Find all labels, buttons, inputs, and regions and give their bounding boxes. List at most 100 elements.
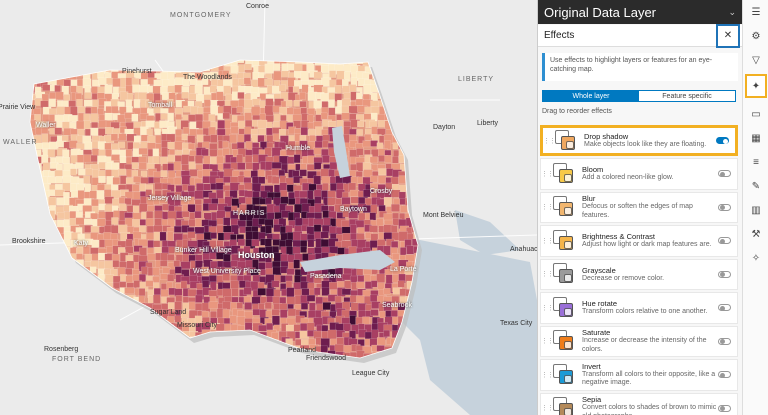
tract-polygon[interactable] — [377, 58, 388, 67]
tract-polygon[interactable] — [103, 57, 113, 66]
tract-polygon[interactable] — [119, 281, 127, 289]
tract-polygon[interactable] — [384, 359, 392, 365]
tract-polygon[interactable] — [202, 280, 210, 288]
tract-polygon[interactable] — [54, 274, 64, 283]
tract-polygon[interactable] — [167, 254, 175, 261]
tract-polygon[interactable] — [399, 121, 407, 131]
tract-polygon[interactable] — [105, 303, 116, 314]
tract-polygon[interactable] — [362, 316, 370, 325]
tract-polygon[interactable] — [238, 338, 249, 346]
tract-polygon[interactable] — [76, 322, 84, 332]
effect-toggle[interactable] — [718, 170, 731, 178]
tract-polygon[interactable] — [376, 63, 385, 73]
tract-polygon[interactable] — [28, 344, 36, 354]
tract-polygon[interactable] — [224, 338, 232, 348]
tract-polygon[interactable] — [104, 189, 112, 198]
tract-polygon[interactable] — [55, 302, 65, 309]
tract-polygon[interactable] — [99, 310, 106, 318]
tract-polygon[interactable] — [132, 325, 142, 335]
tract-polygon[interactable] — [54, 189, 65, 197]
tract-polygon[interactable] — [355, 316, 364, 325]
tract-polygon[interactable] — [146, 318, 157, 326]
tract-polygon[interactable] — [300, 246, 307, 253]
tract-polygon[interactable] — [27, 295, 35, 302]
tract-polygon[interactable] — [125, 246, 134, 254]
tract-polygon[interactable] — [216, 352, 225, 360]
tract-polygon[interactable] — [390, 59, 401, 66]
tract-polygon[interactable] — [76, 337, 85, 344]
tract-polygon[interactable] — [125, 149, 133, 158]
tract-polygon[interactable] — [49, 239, 56, 249]
tract-polygon[interactable] — [419, 93, 426, 103]
tract-polygon[interactable] — [49, 323, 58, 334]
tract-polygon[interactable] — [414, 98, 421, 107]
tract-polygon[interactable] — [355, 98, 365, 106]
tract-polygon[interactable] — [167, 170, 176, 180]
tract-polygon[interactable] — [50, 64, 58, 71]
tract-polygon[interactable] — [397, 280, 405, 288]
drag-handle-icon[interactable]: ⋮⋮ — [541, 271, 554, 279]
tract-polygon[interactable] — [120, 175, 127, 185]
tract-polygon[interactable] — [104, 260, 114, 270]
tract-polygon[interactable] — [117, 338, 126, 346]
tract-polygon[interactable] — [280, 309, 288, 319]
tract-polygon[interactable] — [90, 127, 99, 136]
charts-icon[interactable]: ▥ — [751, 204, 761, 216]
tract-polygon[interactable] — [76, 143, 86, 150]
tract-polygon[interactable] — [77, 288, 88, 297]
tract-polygon[interactable] — [105, 274, 115, 284]
tract-polygon[interactable] — [133, 99, 141, 108]
map-canvas[interactable] — [0, 0, 537, 415]
tract-polygon[interactable] — [251, 239, 260, 247]
styles-icon[interactable]: ⚙ — [751, 30, 761, 42]
tract-polygon[interactable] — [272, 233, 280, 241]
tract-polygon[interactable] — [159, 260, 168, 267]
tract-polygon[interactable] — [392, 92, 401, 102]
tract-polygon[interactable] — [125, 330, 135, 341]
tract-polygon[interactable] — [83, 218, 92, 225]
tract-polygon[interactable] — [404, 86, 415, 96]
tract-polygon[interactable] — [222, 309, 230, 319]
tract-polygon[interactable] — [225, 352, 233, 360]
tract-polygon[interactable] — [126, 337, 136, 346]
tract-polygon[interactable] — [223, 217, 231, 227]
tract-polygon[interactable] — [146, 59, 154, 69]
tract-polygon[interactable] — [287, 156, 295, 164]
tract-polygon[interactable] — [89, 297, 100, 305]
tract-polygon[interactable] — [152, 344, 161, 353]
tract-polygon[interactable] — [202, 357, 212, 367]
drag-handle-icon[interactable]: ⋮⋮ — [541, 170, 554, 178]
tract-polygon[interactable] — [61, 330, 72, 340]
tract-polygon[interactable] — [90, 317, 100, 325]
tract-polygon[interactable] — [252, 98, 261, 106]
tract-polygon[interactable] — [104, 84, 113, 94]
tract-polygon[interactable] — [287, 357, 297, 368]
tract-polygon[interactable] — [293, 120, 301, 129]
effect-item[interactable]: ⋮⋮ Saturate Increase or decrease the inten… — [540, 325, 738, 357]
tract-polygon[interactable] — [399, 345, 410, 354]
tract-polygon[interactable] — [174, 84, 183, 93]
tract-polygon[interactable] — [113, 323, 121, 332]
tract-polygon[interactable] — [413, 77, 420, 85]
tract-polygon[interactable] — [70, 288, 79, 297]
tract-polygon[interactable] — [34, 344, 45, 352]
tract-polygon[interactable] — [173, 177, 182, 185]
tract-polygon[interactable] — [173, 161, 182, 171]
tract-polygon[interactable] — [34, 274, 43, 282]
popups-icon[interactable]: ▭ — [751, 108, 761, 120]
tract-polygon[interactable] — [138, 352, 149, 361]
tract-polygon[interactable] — [48, 245, 58, 253]
tract-polygon[interactable] — [160, 273, 168, 280]
tract-polygon[interactable] — [376, 337, 386, 346]
tract-polygon[interactable] — [413, 358, 419, 366]
tract-polygon[interactable] — [334, 343, 345, 353]
tract-polygon[interactable] — [126, 350, 137, 358]
tract-polygon[interactable] — [208, 252, 217, 260]
tract-polygon[interactable] — [217, 345, 226, 356]
tract-polygon[interactable] — [223, 105, 232, 115]
tract-polygon[interactable] — [153, 231, 161, 242]
tract-polygon[interactable] — [406, 148, 414, 157]
tract-polygon[interactable] — [398, 105, 408, 115]
tract-polygon[interactable] — [384, 63, 392, 71]
tract-polygon[interactable] — [63, 259, 73, 266]
